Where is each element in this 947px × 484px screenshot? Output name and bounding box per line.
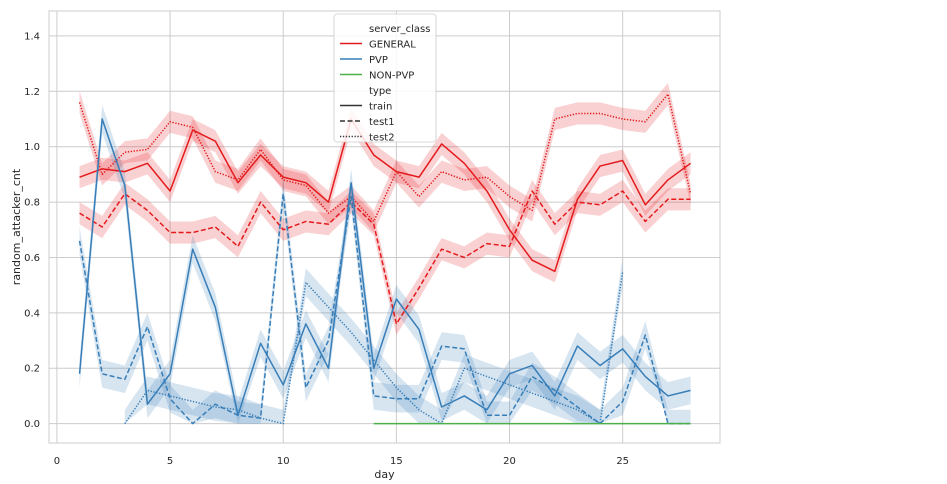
line-general-test2 [78,93,692,223]
y-tick-label: 1.0 [24,142,40,153]
y-tick-label: 0.4 [24,308,40,319]
y-axis-label: random_attacker_cnt [10,168,23,285]
legend-frame [333,13,437,143]
legend-test2-label: test2 [369,133,395,144]
y-tick-label: 1.2 [24,87,40,98]
y-tick-label: 0.0 [24,419,40,430]
y-tick-label: 0.2 [24,364,40,375]
y-tick-label: 1.4 [24,31,40,42]
y-axis-ticks: 0.0 0.2 0.4 0.6 0.8 1.0 1.2 1.4 [24,31,40,430]
x-tick-label: 15 [390,456,403,467]
x-tick-label: 0 [54,456,60,467]
band-pvp-test2 [124,257,623,424]
line-pvp-test1 [78,193,691,425]
x-tick-label: 10 [277,456,290,467]
series-lines [78,93,692,425]
x-tick-label: 25 [616,456,629,467]
legend-hue-title: server_class [369,24,430,35]
line-pvp-train [78,118,691,417]
x-tick-label: 20 [503,456,516,467]
legend: server_class GENERAL PVP NON-PVP type train te… [333,13,437,144]
confidence-bands [79,83,691,424]
legend-pvp-label: PVP [369,55,388,66]
line-pvp-test2 [124,271,624,425]
legend-test1-label: test1 [369,117,395,128]
legend-style-title: type [369,86,391,97]
band-general-test1 [79,179,691,335]
line-general-train [79,118,692,273]
y-tick-label: 0.8 [24,198,40,209]
band-pvp-train [79,105,691,424]
line-general-test1 [79,190,691,325]
legend-non-pvp-label: NON-PVP [369,71,414,82]
x-axis-ticks: 0 5 10 15 20 25 [54,456,629,467]
x-axis-label: day [374,468,395,481]
legend-general-label: GENERAL [369,40,416,51]
y-tick-label: 0.6 [24,253,40,264]
x-tick-label: 5 [167,456,173,467]
band-general-test2 [79,83,691,233]
legend-train-label: train [369,102,392,113]
